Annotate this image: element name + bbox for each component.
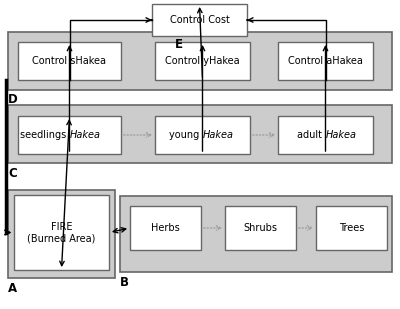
Bar bbox=[18, 116, 121, 154]
Text: adult: adult bbox=[297, 130, 326, 140]
Text: Hakea: Hakea bbox=[70, 130, 100, 140]
Bar bbox=[316, 206, 387, 250]
Bar bbox=[155, 116, 250, 154]
Text: Trees: Trees bbox=[339, 223, 364, 233]
Text: D: D bbox=[8, 93, 18, 106]
Bar bbox=[14, 195, 109, 270]
Text: Control sHakea: Control sHakea bbox=[32, 56, 106, 66]
Bar bbox=[278, 42, 373, 80]
Bar bbox=[8, 32, 392, 90]
Bar bbox=[8, 105, 392, 163]
Text: seedlings: seedlings bbox=[20, 130, 70, 140]
Text: A: A bbox=[8, 282, 17, 295]
Bar bbox=[18, 42, 121, 80]
Text: B: B bbox=[120, 276, 129, 289]
Bar bbox=[152, 4, 247, 36]
Text: E: E bbox=[175, 38, 183, 51]
Bar bbox=[225, 206, 296, 250]
Text: Control aHakea: Control aHakea bbox=[288, 56, 363, 66]
Text: FIRE
(Burned Area): FIRE (Burned Area) bbox=[27, 222, 96, 243]
Bar bbox=[8, 190, 115, 278]
Text: Control yHakea: Control yHakea bbox=[165, 56, 240, 66]
Bar bbox=[278, 116, 373, 154]
Text: Control Cost: Control Cost bbox=[170, 15, 230, 25]
Text: Herbs: Herbs bbox=[151, 223, 180, 233]
Text: Hakea: Hakea bbox=[326, 130, 356, 140]
Text: C: C bbox=[8, 167, 17, 180]
Text: young: young bbox=[169, 130, 202, 140]
Text: Shrubs: Shrubs bbox=[244, 223, 278, 233]
Bar bbox=[130, 206, 201, 250]
Bar bbox=[120, 196, 392, 272]
Text: Hakea: Hakea bbox=[202, 130, 234, 140]
Bar bbox=[155, 42, 250, 80]
